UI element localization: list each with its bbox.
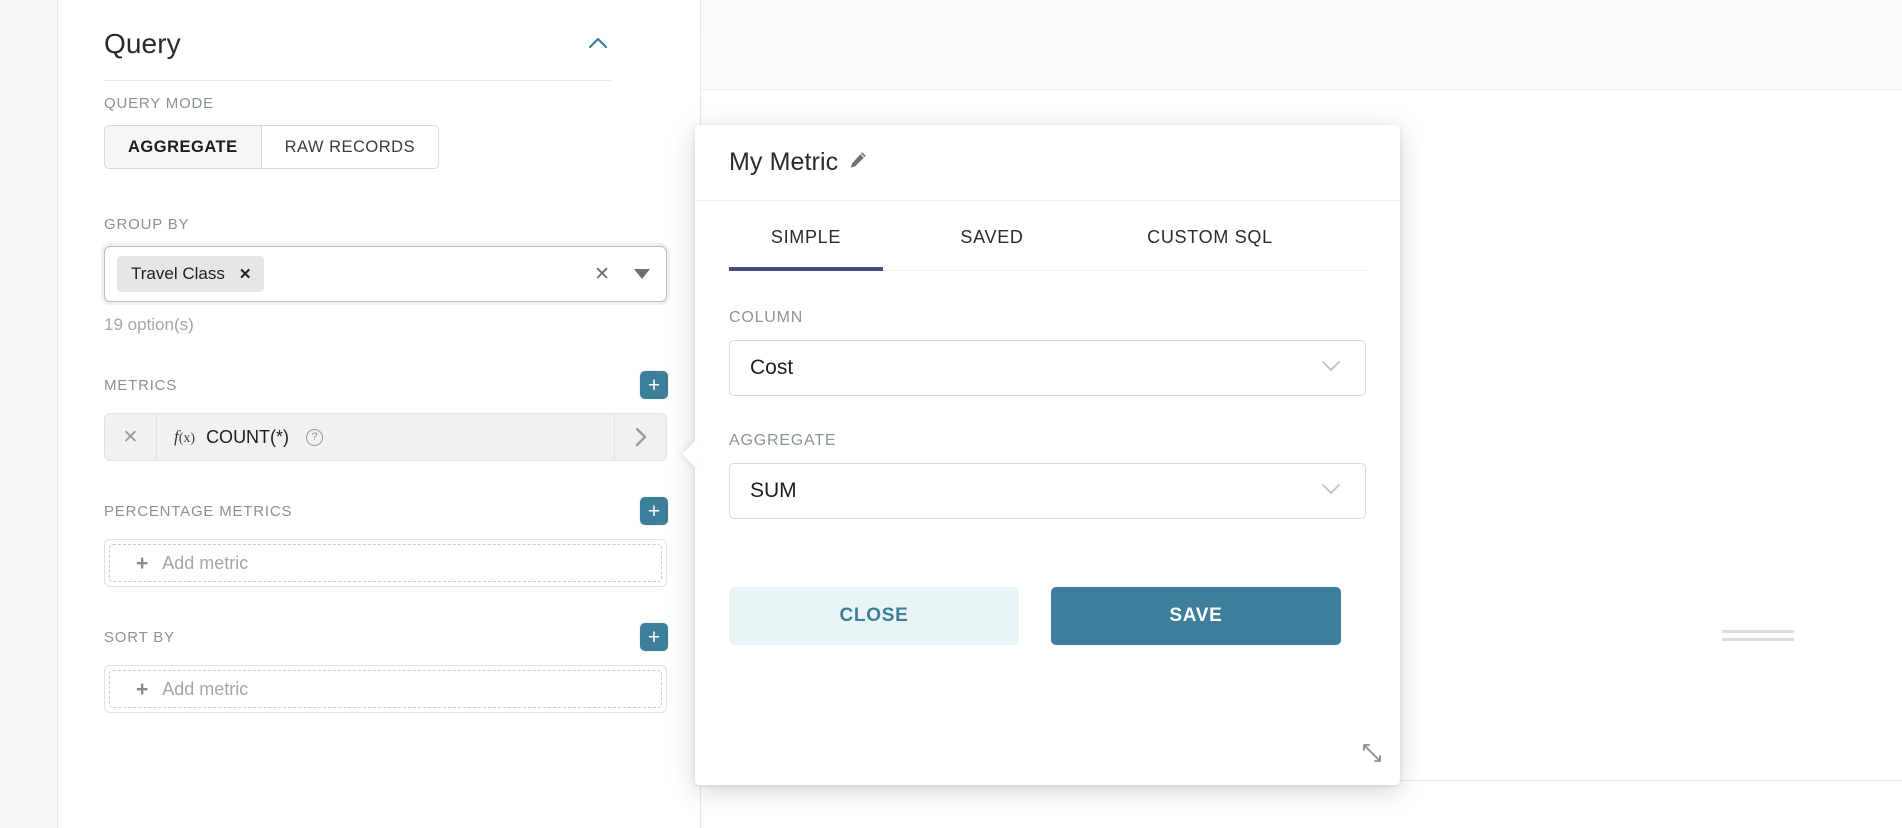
query-mode-radio-group[interactable]: AGGREGATE RAW RECORDS <box>104 125 440 169</box>
tab-custom-sql[interactable]: CUSTOM SQL <box>1147 227 1273 247</box>
query-mode-option-aggregate[interactable]: AGGREGATE <box>104 125 262 169</box>
sort-by-placeholder: Add metric <box>162 678 249 699</box>
aggregate-label: AGGREGATE <box>729 432 837 449</box>
group-by-token[interactable]: Travel Class ✕ <box>117 256 265 292</box>
clear-icon[interactable]: ✕ <box>594 263 610 285</box>
group-by-select[interactable]: Travel Class ✕ ✕ <box>104 246 667 302</box>
remove-metric-icon[interactable]: ✕ <box>105 414 157 460</box>
metrics-field: METRICS + ✕ f(x) COUNT(*) ? <box>104 371 668 461</box>
tab-saved[interactable]: SAVED <box>960 227 1024 247</box>
popover-footer: CLOSE SAVE <box>695 519 1400 645</box>
sort-by-header: SORT BY + <box>104 623 668 651</box>
close-button[interactable]: CLOSE <box>729 587 1019 645</box>
query-panel-header: Query <box>104 0 611 81</box>
metric-row[interactable]: ✕ f(x) COUNT(*) ? <box>104 413 667 461</box>
metric-row-label: COUNT(*) <box>206 426 290 447</box>
sort-by-placeholder-row[interactable]: + Add metric <box>109 670 662 708</box>
query-mode-option-raw-records[interactable]: RAW RECORDS <box>261 125 440 169</box>
left-rail <box>0 0 58 828</box>
column-select-value: Cost <box>750 356 794 379</box>
group-by-label: GROUP BY <box>104 216 190 233</box>
popover-body: COLUMN Cost AGGREGATE SUM <box>695 271 1400 519</box>
group-by-token-label: Travel Class <box>131 264 225 283</box>
resize-handle-icon[interactable] <box>1361 742 1383 769</box>
query-mode-field: QUERY MODE AGGREGATE RAW RECORDS <box>104 96 668 169</box>
popover-title: My Metric <box>729 148 839 176</box>
aggregate-select-value: SUM <box>750 479 797 502</box>
metrics-label: METRICS <box>104 376 178 394</box>
column-label: COLUMN <box>729 309 804 326</box>
percentage-metrics-label: PERCENTAGE METRICS <box>104 502 293 520</box>
chevron-right-icon[interactable] <box>614 414 666 460</box>
function-icon: f(x) <box>174 427 196 446</box>
save-button[interactable]: SAVE <box>1051 587 1341 645</box>
group-by-field: GROUP BY Travel Class ✕ ✕ 19 option(s) <box>104 217 668 335</box>
aggregate-select[interactable]: SUM <box>729 463 1366 519</box>
percentage-metrics-placeholder: Add metric <box>162 552 249 573</box>
chevron-up-icon[interactable] <box>585 31 611 57</box>
plus-icon: + <box>136 551 149 575</box>
tabs-divider <box>729 270 1366 271</box>
page-title: Query <box>104 28 181 59</box>
percentage-metrics-dropzone[interactable]: + Add metric <box>104 539 667 587</box>
popover-header: My Metric <box>695 125 1400 201</box>
sort-by-label: SORT BY <box>104 628 175 646</box>
popover-tabs: SIMPLE SAVED CUSTOM SQL <box>695 201 1400 271</box>
group-by-select-controls: ✕ <box>594 247 650 301</box>
chevron-down-icon[interactable] <box>634 269 650 279</box>
percentage-metrics-header: PERCENTAGE METRICS + <box>104 497 668 525</box>
chevron-down-icon <box>1319 479 1343 503</box>
add-metric-button[interactable]: + <box>640 371 668 399</box>
query-mode-label: QUERY MODE <box>104 95 214 112</box>
percentage-metrics-field: PERCENTAGE METRICS + + Add metric <box>104 497 668 587</box>
metric-popover: My Metric SIMPLE SAVED CUSTOM SQL COLUMN… <box>682 125 1400 785</box>
metric-row-content: f(x) COUNT(*) ? <box>157 414 614 460</box>
group-by-helper-text: 19 option(s) <box>104 315 194 334</box>
sort-by-dropzone[interactable]: + Add metric <box>104 665 667 713</box>
help-icon[interactable]: ? <box>306 428 324 446</box>
pencil-icon[interactable] <box>848 150 868 175</box>
chevron-down-icon <box>1319 356 1343 380</box>
query-control-panel: Query QUERY MODE AGGREGATE RAW RECORDS G… <box>58 0 700 828</box>
chart-toolbar-strip <box>701 0 1902 90</box>
metrics-header: METRICS + <box>104 371 668 399</box>
plus-icon: + <box>136 677 149 701</box>
add-sort-by-button[interactable]: + <box>640 623 668 651</box>
column-select[interactable]: Cost <box>729 340 1366 396</box>
add-percentage-metric-button[interactable]: + <box>640 497 668 525</box>
sort-by-field: SORT BY + + Add metric <box>104 623 668 713</box>
panel-resize-handle[interactable] <box>1722 630 1794 641</box>
close-icon[interactable]: ✕ <box>238 265 252 283</box>
tab-simple[interactable]: SIMPLE <box>729 201 883 271</box>
percentage-metrics-placeholder-row[interactable]: + Add metric <box>109 544 662 582</box>
